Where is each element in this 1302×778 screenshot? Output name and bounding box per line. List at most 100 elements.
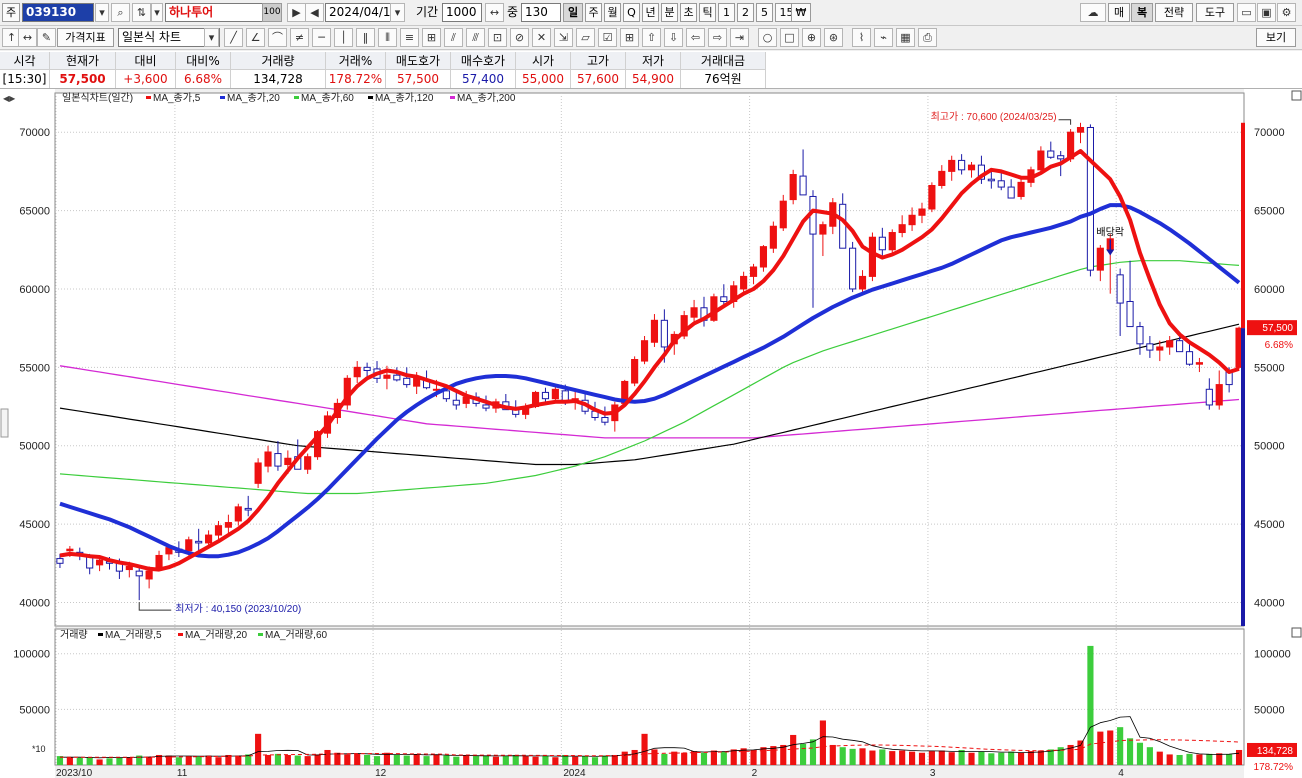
box-grid-icon[interactable]: ⊞ [422,28,441,47]
double-vertical-icon[interactable]: ‖ [356,28,375,47]
close-panel-icon[interactable] [1291,627,1302,638]
calendar-icon[interactable]: ⊞ [620,28,639,47]
folder-icon[interactable]: ▭ [1237,3,1256,22]
delete-icon[interactable]: ✕ [532,28,551,47]
restore-button[interactable]: 복 [1131,3,1153,22]
chart-type-dropdown-icon[interactable]: ▾ [204,28,219,47]
candle-body [442,390,450,400]
wave-icon[interactable]: ⌇ [852,28,871,47]
channel-icon[interactable]: ⫻ [466,28,485,47]
next-arrow-icon[interactable]: ▶ [287,3,306,22]
candle-body [858,275,867,290]
candle-body [789,174,797,201]
buy-sell-button[interactable]: 매 [1108,3,1130,22]
cloud-icon[interactable]: ☁ [1080,3,1106,22]
interval-tab[interactable]: 틱 [699,3,716,22]
stock-name-field[interactable]: 하나투어 [165,3,281,22]
panel-collapse-handle[interactable] [0,408,9,438]
volume-bar [760,747,767,765]
checklist-icon[interactable]: ☑ [598,28,617,47]
shift-up-icon[interactable]: ⇧ [642,28,661,47]
shift-right-icon[interactable]: ⇨ [708,28,727,47]
volume-bar [423,756,430,765]
print-icon[interactable]: ⎙ [918,28,937,47]
last-volume-pct-label: 178.72% [1254,762,1294,773]
indicator-button[interactable]: 가격지표 [57,28,114,47]
edit-icon[interactable]: ✎ [37,28,56,47]
stock-code-input[interactable]: 039130 [22,3,94,22]
pattern-icon[interactable]: ⌁ [874,28,893,47]
interval-tab[interactable]: 일 [563,3,583,22]
horizontal-line-icon[interactable]: ─ [312,28,331,47]
volume-bar [1186,753,1193,765]
interval-tab[interactable]: 1 [718,3,735,22]
multi-vertical-icon[interactable]: ⦀ [378,28,397,47]
save-icon[interactable]: ▣ [1257,3,1276,22]
candle-body [244,507,252,511]
volume-bar [1216,753,1223,765]
volume-bar [691,751,698,765]
candle-body [1076,126,1085,133]
shift-left-icon[interactable]: ⇦ [686,28,705,47]
interval-tab[interactable]: Q [623,3,640,22]
strategy-button[interactable]: 전략 [1155,3,1193,22]
shift-down-icon[interactable]: ⇩ [664,28,683,47]
date-input[interactable]: 2024/04/18 [325,3,405,22]
interval-tab[interactable]: 년 [642,3,659,22]
candle-body [234,506,242,522]
expand-icon[interactable]: ↔ [18,28,37,47]
date-dropdown-icon[interactable]: ▾ [390,3,405,22]
price-tick-left: 65000 [19,206,50,218]
trendline-icon[interactable]: ╱ [224,28,243,47]
fan-icon[interactable]: ⫽ [444,28,463,47]
export-icon[interactable]: ⇥ [730,28,749,47]
eraser-icon[interactable]: ⊘ [510,28,529,47]
volume-bar [829,744,836,765]
magnet-icon[interactable]: ⇲ [554,28,573,47]
volume-bar [106,758,113,765]
circle-icon[interactable]: ○ [758,28,777,47]
vertical-line-icon[interactable]: │ [334,28,353,47]
palette-icon[interactable]: ▦ [896,28,915,47]
angle-line-icon[interactable]: ∠ [246,28,265,47]
rectangle-icon[interactable]: ⊡ [488,28,507,47]
volume-legend-item: MA_거래량,20 [185,629,248,641]
interval-tab[interactable]: 주 [585,3,602,22]
interval-tab[interactable]: 5 [756,3,773,22]
zoom-icon[interactable]: ⊕ [802,28,821,47]
sort-icon[interactable]: ⇅ [132,3,151,22]
parallel-line-icon[interactable]: ≠ [290,28,309,47]
square-icon[interactable]: □ [780,28,799,47]
close-price-panel-icon[interactable] [1291,90,1302,101]
date-label: 2024 [563,768,586,778]
zoom-range-icon[interactable]: ↔ [485,3,504,22]
count-input[interactable]: 130 [521,3,561,22]
volume-bar [1136,742,1144,765]
code-dropdown-icon[interactable]: ▾ [95,3,109,22]
tag-icon[interactable]: ▱ [576,28,595,47]
search-icon[interactable]: ⌕ [111,3,130,22]
candle-body [799,175,807,196]
quote-value: 57,400 [451,70,516,88]
tools-button[interactable]: 도구 [1196,3,1234,22]
wrench-icon[interactable]: ⚙ [1277,3,1296,22]
arc-icon[interactable]: ⌒ [268,28,287,47]
market-selector[interactable]: 주 [2,3,20,22]
view-button[interactable]: 보기 [1256,28,1296,47]
interval-tab[interactable]: 분 [661,3,678,22]
prev-arrow-icon[interactable]: ◀ [305,3,324,22]
volume-bar [443,755,450,765]
interval-tab[interactable]: 월 [604,3,621,22]
settings-icon[interactable]: ⊛ [824,28,843,47]
interval-tab[interactable]: 2 [737,3,754,22]
last-price-label: 57,500 [1262,323,1293,334]
volume-bar [324,749,331,765]
period-input[interactable]: 1000 [442,3,482,22]
candle-body [928,184,936,210]
chart-type-select[interactable]: 일본식 차트 [118,28,220,47]
sort-dropdown-icon[interactable]: ▾ [151,3,163,22]
interval-tab[interactable]: 초 [680,3,697,22]
quote-header: 현재가 [50,52,116,70]
currency-button[interactable]: ₩ [791,3,811,22]
grid-lines-icon[interactable]: ≡ [400,28,419,47]
